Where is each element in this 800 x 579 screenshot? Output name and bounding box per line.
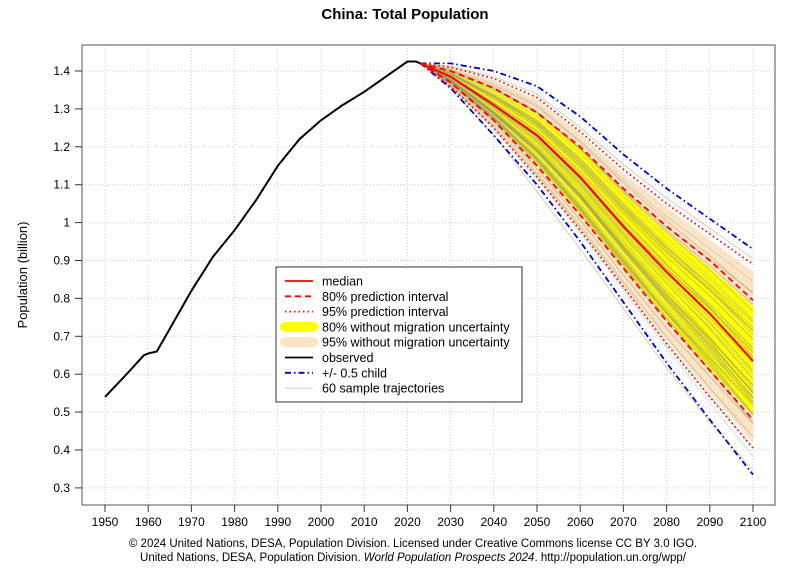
footer-url: . http://population.un.org/wpp/	[534, 552, 686, 564]
y-tick-label: 0.3	[53, 481, 70, 495]
x-tick-label: 1990	[264, 515, 291, 529]
x-tick-label: 2070	[610, 515, 637, 529]
observed-line	[104, 60, 421, 398]
sample-trajectory	[420, 63, 754, 471]
pi80-lower-line	[419, 62, 754, 421]
y-tick-label: 1.2	[53, 140, 70, 154]
legend-label-nm80: 80% without migration uncertainty	[322, 320, 510, 334]
sample-trajectory	[420, 63, 754, 438]
footer-credit: United Nations, DESA, Population Divisio…	[140, 552, 364, 564]
x-tick-label: 2000	[308, 515, 335, 529]
pi80-upper-line	[420, 62, 754, 301]
legend-label-traj: 60 sample trajectories	[322, 382, 444, 396]
sample-trajectory	[420, 63, 754, 331]
sample-trajectory	[420, 63, 754, 457]
sample-trajectory	[420, 63, 754, 424]
legend-box	[275, 266, 523, 403]
legend-label-pi95: 95% prediction interval	[322, 305, 448, 319]
y-tick-label: 1.1	[53, 178, 70, 192]
x-tick-label: 2090	[696, 515, 723, 529]
footer-line-1: © 2024 United Nations, DESA, Population …	[129, 538, 697, 550]
sample-trajectory	[420, 63, 754, 375]
legend-label-pi80: 80% prediction interval	[322, 290, 448, 304]
x-tick-label: 2020	[394, 515, 421, 529]
y-tick-label: 1	[63, 216, 70, 230]
chart-title: China: Total Population	[321, 6, 488, 23]
x-tick-label: 2080	[653, 515, 680, 529]
sample-trajectory	[420, 63, 754, 294]
y-tick-label: 0.8	[53, 291, 70, 305]
x-tick-label: 2100	[740, 515, 767, 529]
y-tick-label: 0.5	[53, 405, 70, 419]
sample-trajectory	[420, 63, 754, 339]
x-tick-label: 2030	[437, 515, 464, 529]
legend-label-halfchild: +/- 0.5 child	[322, 366, 387, 380]
y-tick-label: 1.3	[53, 102, 70, 116]
legend-label-observed: observed	[322, 351, 373, 365]
half-child-upper-line	[420, 62, 754, 250]
footer-line-2: United Nations, DESA, Population Divisio…	[140, 552, 687, 564]
y-tick-label: 0.9	[53, 254, 70, 268]
sample-trajectory	[420, 63, 754, 293]
median-line	[419, 62, 754, 362]
x-tick-label: 2060	[567, 515, 594, 529]
legend-label-median: median	[322, 275, 363, 289]
sample-trajectory	[420, 63, 754, 321]
bands	[420, 63, 753, 443]
x-tick-label: 2040	[480, 515, 507, 529]
y-axis-label: Population (billion)	[15, 222, 30, 329]
y-tick-label: 1.4	[53, 64, 70, 78]
sample-trajectory	[420, 63, 754, 259]
sample-trajectory	[420, 63, 754, 321]
footer-publication: World Population Prospects 2024	[364, 552, 535, 564]
x-tick-label: 2050	[524, 515, 551, 529]
sample-trajectory	[420, 63, 754, 305]
x-tick-label: 1970	[178, 515, 205, 529]
x-tick-label: 1960	[135, 515, 162, 529]
sample-trajectory	[420, 63, 754, 386]
half-child-lower-line	[419, 62, 754, 476]
y-tick-label: 0.7	[53, 329, 70, 343]
x-axis: 1950 1960 1970 1980 1990 2000 2010 2020 2030 2040…	[92, 505, 767, 529]
sample-trajectory	[420, 63, 754, 282]
y-tick-label: 0.6	[53, 367, 70, 381]
y-axis: 0.3 0.4 0.5 0.6 0.7 0.8 0.9 1 1.1 1.2 1.3 1.4	[53, 64, 82, 495]
x-tick-label: 2010	[351, 515, 378, 529]
y-tick-label: 0.4	[53, 443, 70, 457]
sample-trajectory	[420, 63, 754, 394]
sample-trajectory	[420, 63, 754, 394]
x-tick-label: 1980	[221, 515, 248, 529]
legend-label-nm95: 95% without migration uncertainty	[322, 336, 510, 350]
series-lines	[104, 60, 754, 476]
sample-trajectory	[420, 63, 754, 371]
sample-trajectory	[420, 63, 754, 323]
sample-trajectory	[420, 63, 754, 350]
pi95-upper-line	[420, 62, 754, 266]
plot-frame	[81, 44, 776, 506]
sample-trajectory	[420, 63, 754, 312]
x-tick-label: 1950	[92, 515, 119, 529]
